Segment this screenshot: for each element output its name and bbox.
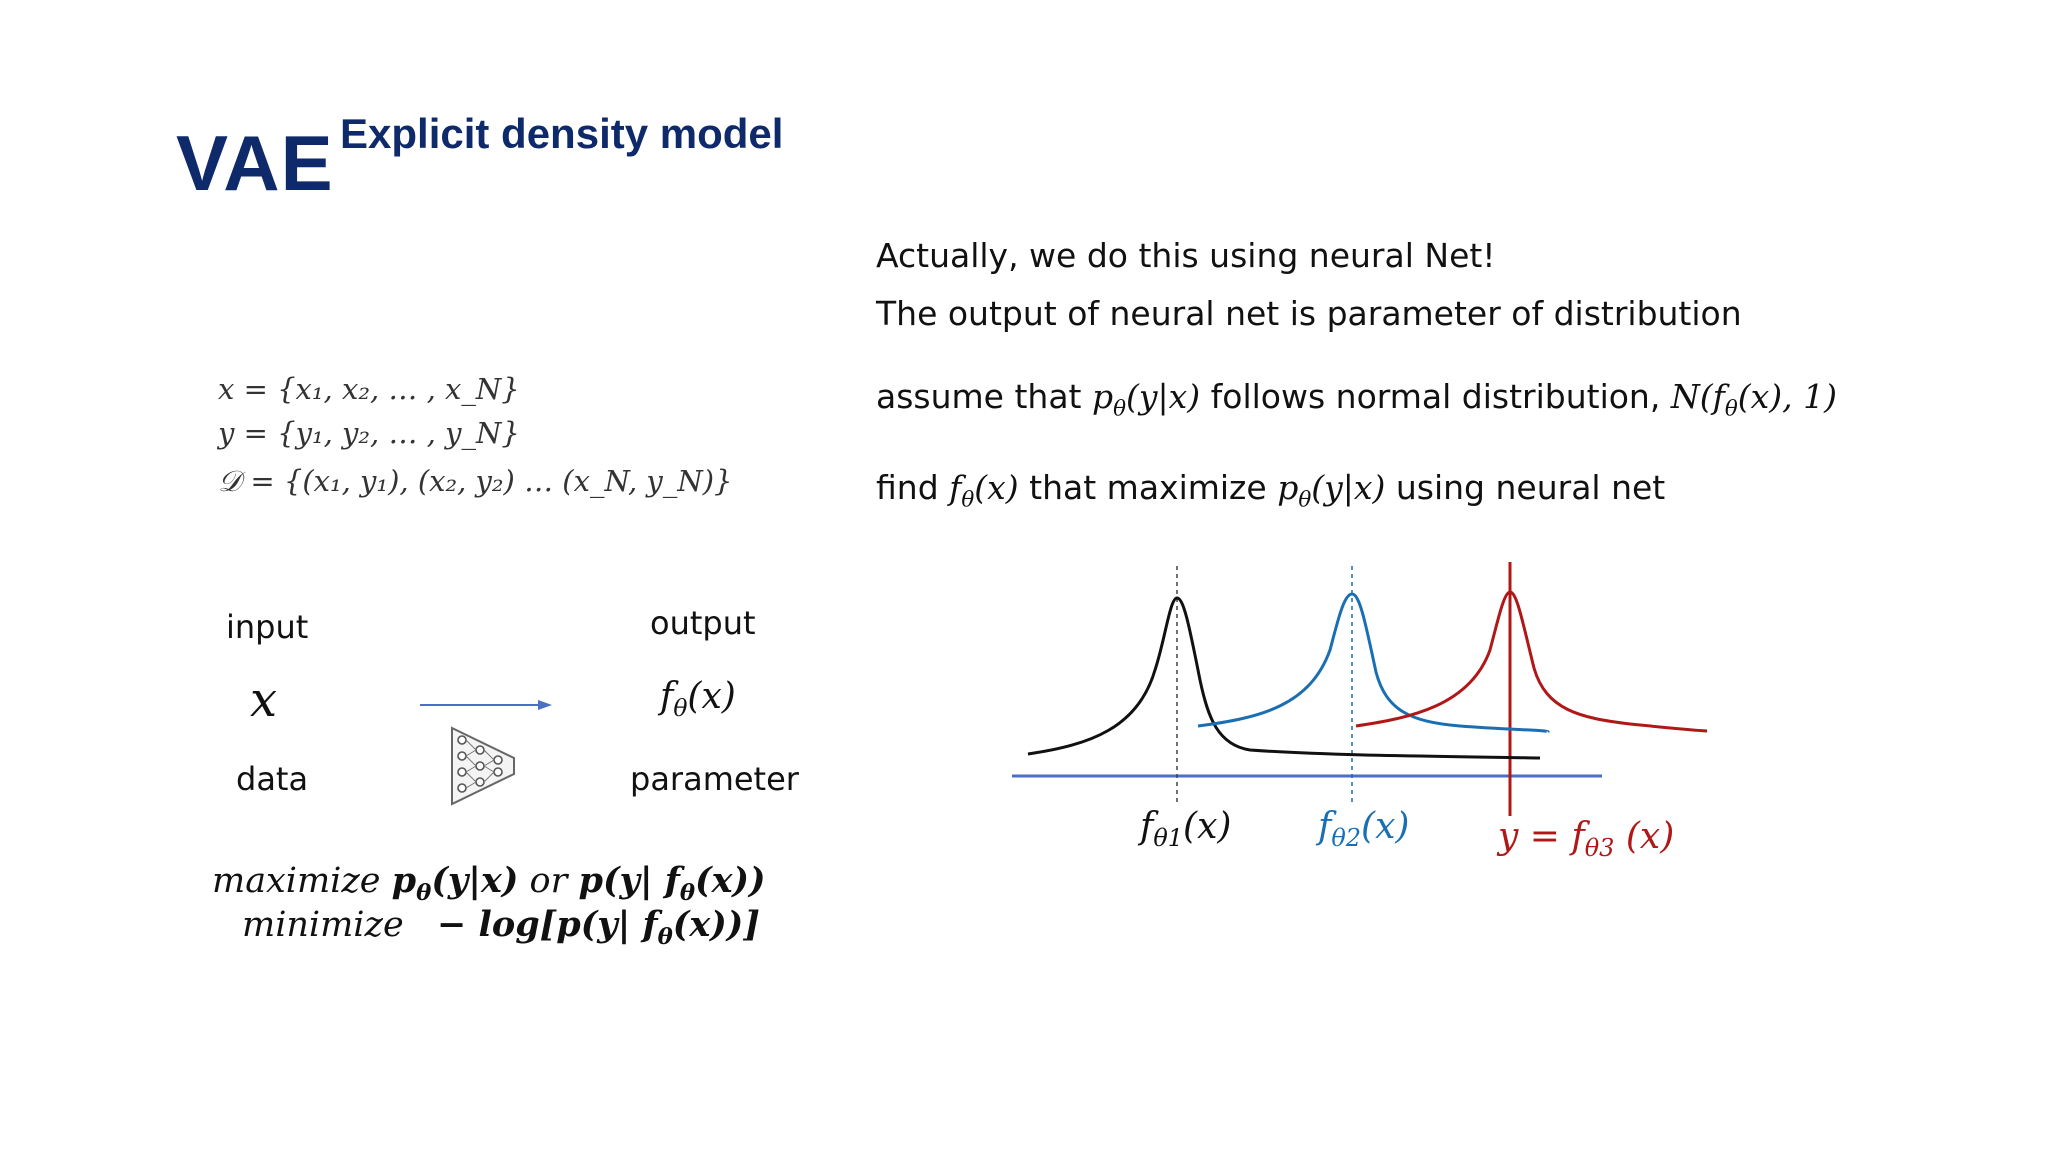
curve-1 [1027,596,1541,760]
slide-subtitle: Explicit density model [340,110,784,157]
input-label: input [226,608,309,646]
text-line-3-b: follows normal distribution, [1210,377,1661,416]
text-line-1: Actually, we do this using neural Net! [876,236,1496,275]
normal-dist-math: N(fθ(x), 1) [1670,377,1837,422]
p-theta-math: pθ(y|x) [1091,377,1201,422]
distribution-plot: fθ1(x) fθ2(x) y = fθ3 (x) [1012,562,1708,862]
label-f-theta-1: fθ1(x) [1137,806,1231,852]
text-line-3-a: assume that [876,377,1082,416]
text-line-4-b: that maximize [1029,468,1267,507]
arrow-icon [420,700,552,710]
text-line-4: find fθ(x) that maximize pθ(y|x) using n… [876,468,1665,513]
f-theta-math: fθ(x) [949,468,1019,513]
label-y-f-theta-3: y = fθ3 (x) [1496,816,1674,862]
output-symbol: fθ(x) [660,676,736,723]
input-symbol: x [250,672,278,728]
label-f-theta-2: fθ2(x) [1315,806,1409,852]
dataset-definition: 𝒟 = {(x₁, y₁), (x₂, y₂) … (x_N, y_N)} [218,464,733,498]
output-label: output [650,604,756,642]
slide-title: VAE [176,119,334,207]
p-theta-math-2: pθ(y|x) [1277,468,1386,513]
text-line-3: assume that pθ(y|x) follows normal distr… [876,377,1837,422]
data-label: data [236,760,309,798]
x-definition: x = {x₁, x₂, … , x_N} [218,372,520,406]
y-definition: y = {y₁, y₂, … , y_N} [218,416,520,450]
text-line-2: The output of neural net is parameter of… [876,294,1742,333]
objective-maximize: maximize pθ(y|x) or p(y| fθ(x)) [212,860,766,906]
parameter-label: parameter [630,760,799,798]
neural-network-icon [451,726,515,806]
objective-minimize: minimize − log[p(y| fθ(x))] [242,904,760,950]
curve-2 [1197,592,1550,734]
text-line-4-a: find [876,468,939,507]
text-line-4-c: using neural net [1395,468,1666,507]
curve-3 [1355,590,1708,733]
